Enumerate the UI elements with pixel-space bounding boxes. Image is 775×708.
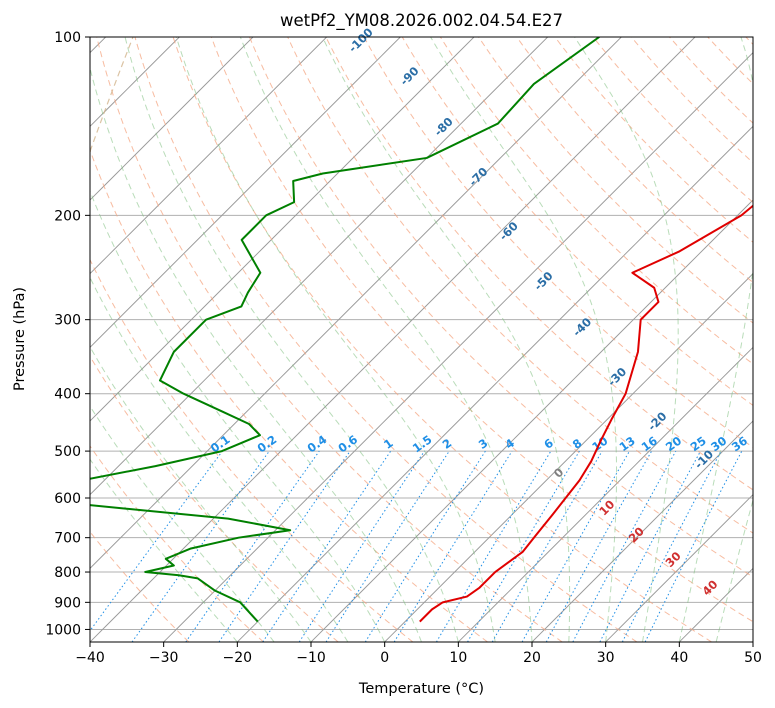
moist-adiabat: [678, 37, 753, 642]
y-tick-label: 800: [54, 565, 81, 581]
moist-adiabat: [574, 37, 679, 642]
x-tick-label: −30: [149, 650, 179, 666]
mixing-ratio-line: [262, 450, 392, 642]
dry-adiabat: [363, 37, 753, 448]
mixing-ratio-line: [131, 450, 270, 642]
dry-adiabat: [210, 37, 753, 623]
moist-adiabat: [715, 498, 753, 642]
isotherm-line: [90, 37, 548, 496]
dry-adiabat: [630, 37, 753, 164]
dry-adiabat: [287, 37, 753, 534]
moist-adiabat: [90, 189, 386, 642]
x-tick-label: 0: [380, 650, 389, 666]
isotherm-line: [90, 37, 254, 201]
moist-adiabat: [90, 405, 275, 642]
dry-adiabat: [134, 37, 638, 642]
plot-frame: [89, 36, 754, 643]
isotherm-line: [90, 37, 622, 569]
profile-series: [90, 37, 753, 623]
y-tick-label: 100: [54, 30, 81, 46]
x-tick-label: 40: [670, 650, 688, 666]
mixing-ratio-line: [393, 450, 513, 642]
x-tick-label: 10: [449, 650, 467, 666]
dry-adiabat: [249, 37, 753, 578]
dry-adiabat: [592, 37, 753, 203]
isotherm-line: [310, 199, 753, 642]
y-tick-label: 700: [54, 531, 81, 547]
x-tick-label: 20: [523, 650, 541, 666]
isotherm-line: [237, 125, 753, 642]
moist-adiabat: [90, 345, 312, 642]
moist-adiabat: [430, 37, 618, 642]
x-tick-label: −10: [296, 650, 326, 666]
x-tick-label: −40: [75, 650, 105, 666]
mixing-ratio-line: [185, 450, 320, 642]
isotherm-line: [605, 494, 753, 642]
x-tick-label: 30: [597, 650, 615, 666]
mixing-ratio-line: [572, 450, 677, 642]
dry-adiabat: [90, 258, 414, 642]
moist-adiabat: [124, 37, 459, 642]
temperature-profile-line: [419, 204, 753, 623]
dry-adiabat: [516, 37, 753, 284]
isotherm-line: [163, 52, 753, 642]
mixing-ratio-line: [325, 450, 450, 642]
y-tick-label: 300: [54, 313, 81, 329]
x-axis-title: Temperature (°C): [358, 681, 484, 697]
moist-adiabat: [239, 37, 533, 642]
isotherm-line: [384, 273, 753, 642]
mixing-ratio-line: [644, 450, 743, 642]
y-tick-label: 1000: [45, 622, 81, 638]
moist-adiabat: [90, 276, 349, 642]
moist-adiabat: [90, 66, 422, 642]
dewpoint-profile-line: [90, 37, 600, 623]
y-axis-title: Pressure (hPa): [12, 287, 28, 391]
axes: −40 −30 −20 −10 0 10 20 30 40 50 100 200 300 400 500 60…: [45, 30, 762, 666]
mixing-ratio-line: [545, 450, 653, 642]
tan-curve: [90, 37, 134, 154]
mixing-ratio-line: [218, 450, 351, 642]
mixing-ratio-line: [298, 450, 425, 642]
isotherm-line: [531, 420, 753, 642]
dry-adiabat: [172, 37, 712, 642]
x-tick-label: −20: [223, 650, 253, 666]
x-tick-label: 50: [744, 650, 762, 666]
y-tick-label: 600: [54, 491, 81, 507]
background-lines: [90, 37, 753, 642]
moist-adiabat: [322, 37, 571, 642]
mixing-ratio-line: [90, 450, 223, 632]
chart-title: wetPf2_YM08.2026.002.04.54.E27: [280, 11, 563, 31]
dry-adiabat: [90, 445, 264, 642]
mixing-ratio-line: [521, 450, 630, 642]
y-tick-label: 400: [54, 387, 81, 403]
y-tick-label: 200: [54, 208, 81, 224]
isotherm-line: [90, 37, 327, 275]
moist-adiabat: [90, 458, 238, 642]
isotherm-line: [90, 37, 475, 422]
dry-adiabat: [96, 37, 563, 642]
y-tick-label: 500: [54, 444, 81, 460]
dry-adiabat: [478, 37, 753, 324]
dry-adiabat: [325, 37, 753, 491]
isotherm-line: [458, 346, 753, 642]
moist-adiabat: [175, 37, 496, 642]
y-tick-label: 900: [54, 595, 81, 611]
